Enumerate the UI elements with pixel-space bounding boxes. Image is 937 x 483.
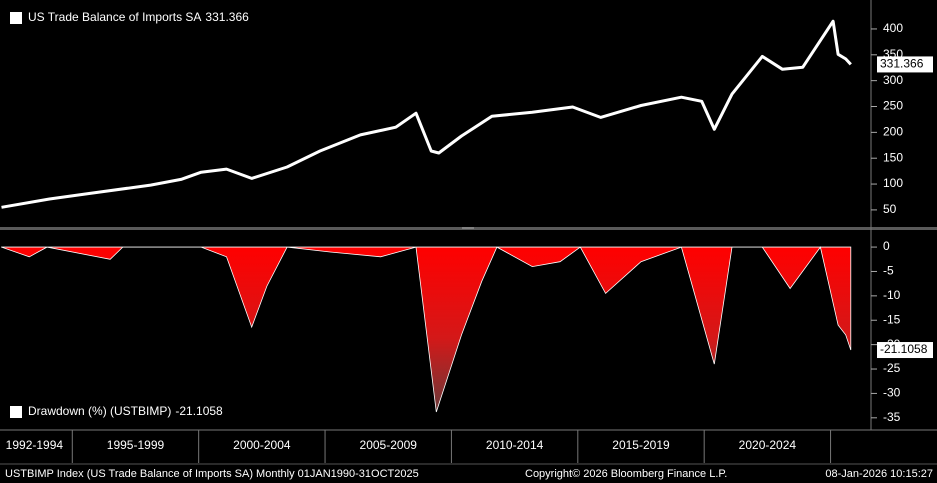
y-tick-label: 0 [883, 239, 890, 253]
y-tick-label: 250 [883, 99, 903, 113]
x-tick-label: 2005-2009 [360, 438, 418, 452]
last-value-tag [877, 342, 933, 359]
legend-value: 331.366 [205, 10, 249, 24]
x-tick-label: 2000-2004 [233, 438, 291, 452]
y-tick-label: 400 [883, 21, 903, 35]
y-tick-label: 150 [883, 150, 903, 164]
x-tick-label: 2010-2014 [486, 438, 544, 452]
legend-swatch [10, 12, 22, 24]
y-tick-label: -35 [883, 410, 901, 424]
y-tick-label: 300 [883, 73, 903, 87]
x-tick-label: 1995-1999 [107, 438, 165, 452]
line [1, 19, 852, 209]
footer-copyright: Copyright© 2026 Bloomberg Finance L.P. [525, 468, 727, 480]
area [1, 246, 852, 413]
x-tick-label: 2020-2024 [739, 438, 797, 452]
y-tick-label: -30 [883, 386, 901, 400]
legend-label: Drawdown (%) (USTBIMP) [28, 404, 171, 418]
y-tick-label: -10 [883, 288, 901, 302]
y-tick-label: -15 [883, 312, 901, 326]
plot-area [1, 19, 852, 209]
footer-timestamp: 08-Jan-2026 10:15:27 [825, 468, 933, 480]
y-tick-label: -25 [883, 361, 901, 375]
y-tick-label: 100 [883, 176, 903, 190]
last-value-label: 331.366 [880, 57, 924, 71]
legend-label: US Trade Balance of Imports SA [28, 10, 201, 24]
y-tick-label: 200 [883, 125, 903, 139]
legend-box [2, 400, 233, 424]
legend-value: -21.1058 [175, 404, 223, 418]
legend-swatch [10, 406, 22, 418]
x-tick-label: 1992-1994 [6, 438, 64, 452]
footer-source: USTBIMP Index (US Trade Balance of Impor… [5, 468, 419, 480]
y-tick-label: 50 [883, 202, 897, 216]
last-value-tag [877, 56, 933, 73]
last-value-label: -21.1058 [880, 342, 928, 356]
legend-box [2, 6, 259, 30]
plot-area [1, 246, 852, 413]
y-tick-label: -5 [883, 264, 894, 278]
x-tick-label: 2015-2019 [612, 438, 670, 452]
